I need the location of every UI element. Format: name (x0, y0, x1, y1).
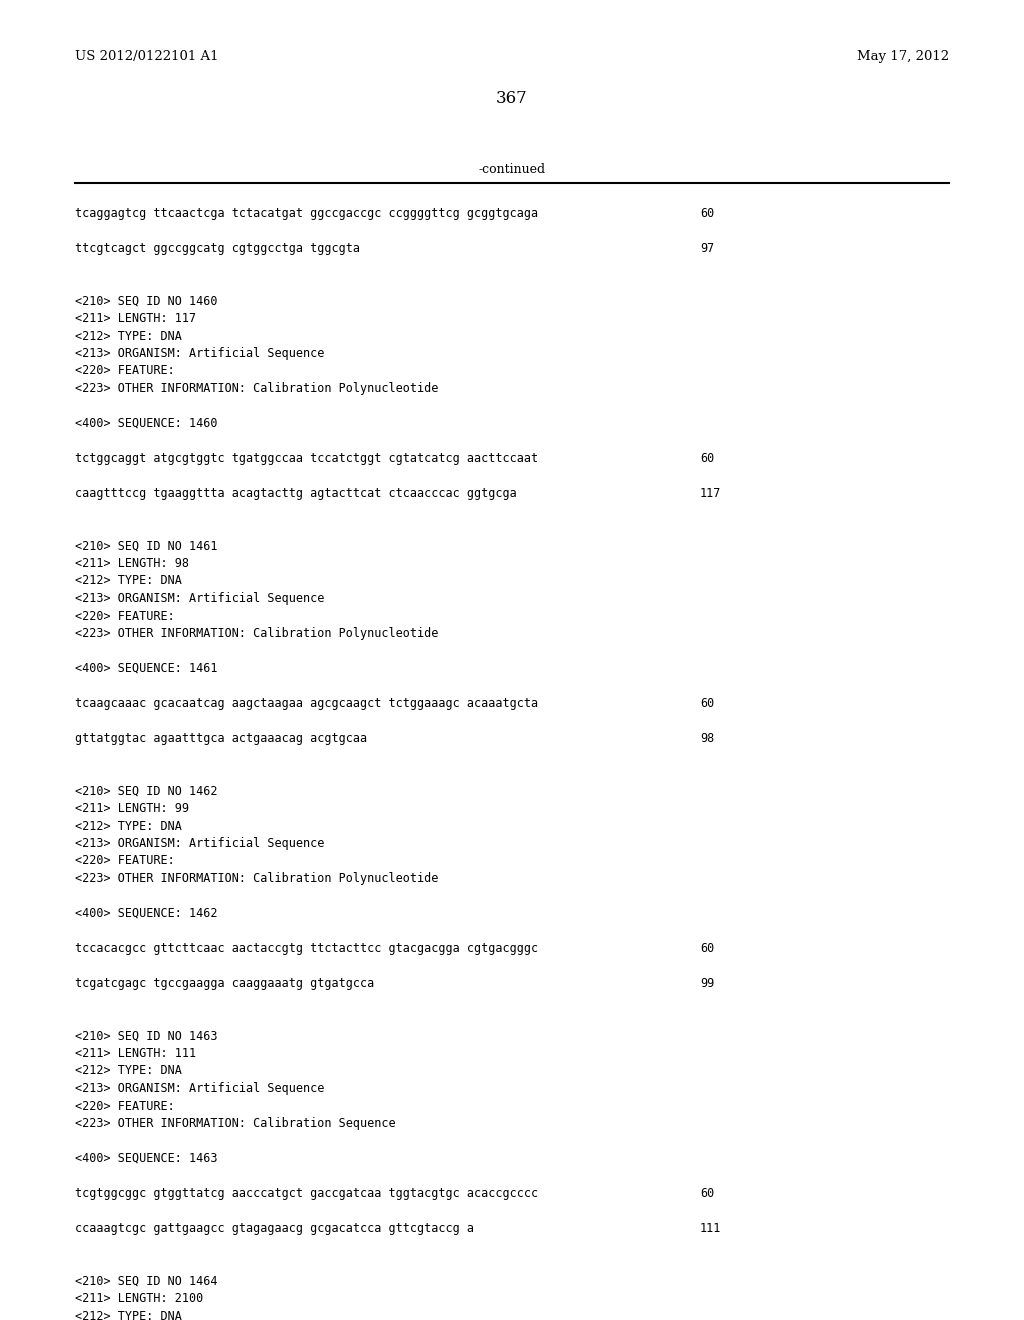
Text: <213> ORGANISM: Artificial Sequence: <213> ORGANISM: Artificial Sequence (75, 347, 325, 360)
Text: gttatggtac agaatttgca actgaaacag acgtgcaa: gttatggtac agaatttgca actgaaacag acgtgca… (75, 733, 368, 744)
Text: <223> OTHER INFORMATION: Calibration Polynucleotide: <223> OTHER INFORMATION: Calibration Pol… (75, 627, 438, 640)
Text: 117: 117 (700, 487, 721, 500)
Text: <212> TYPE: DNA: <212> TYPE: DNA (75, 1064, 182, 1077)
Text: <212> TYPE: DNA: <212> TYPE: DNA (75, 330, 182, 342)
Text: <223> OTHER INFORMATION: Calibration Sequence: <223> OTHER INFORMATION: Calibration Seq… (75, 1117, 395, 1130)
Text: 60: 60 (700, 451, 715, 465)
Text: 97: 97 (700, 242, 715, 255)
Text: tccacacgcc gttcttcaac aactaccgtg ttctacttcc gtacgacgga cgtgacgggc: tccacacgcc gttcttcaac aactaccgtg ttctact… (75, 942, 539, 954)
Text: 367: 367 (496, 90, 528, 107)
Text: <213> ORGANISM: Artificial Sequence: <213> ORGANISM: Artificial Sequence (75, 1082, 325, 1096)
Text: <211> LENGTH: 99: <211> LENGTH: 99 (75, 803, 189, 814)
Text: <220> FEATURE:: <220> FEATURE: (75, 1100, 175, 1113)
Text: -continued: -continued (478, 162, 546, 176)
Text: <211> LENGTH: 2100: <211> LENGTH: 2100 (75, 1292, 203, 1305)
Text: <220> FEATURE:: <220> FEATURE: (75, 610, 175, 623)
Text: 99: 99 (700, 977, 715, 990)
Text: <213> ORGANISM: Artificial Sequence: <213> ORGANISM: Artificial Sequence (75, 591, 325, 605)
Text: 60: 60 (700, 942, 715, 954)
Text: <223> OTHER INFORMATION: Calibration Polynucleotide: <223> OTHER INFORMATION: Calibration Pol… (75, 381, 438, 395)
Text: <213> ORGANISM: Artificial Sequence: <213> ORGANISM: Artificial Sequence (75, 837, 325, 850)
Text: 60: 60 (700, 697, 715, 710)
Text: <400> SEQUENCE: 1460: <400> SEQUENCE: 1460 (75, 417, 217, 430)
Text: 98: 98 (700, 733, 715, 744)
Text: <211> LENGTH: 117: <211> LENGTH: 117 (75, 312, 197, 325)
Text: <210> SEQ ID NO 1463: <210> SEQ ID NO 1463 (75, 1030, 217, 1043)
Text: <210> SEQ ID NO 1462: <210> SEQ ID NO 1462 (75, 784, 217, 797)
Text: <212> TYPE: DNA: <212> TYPE: DNA (75, 1309, 182, 1320)
Text: <400> SEQUENCE: 1461: <400> SEQUENCE: 1461 (75, 663, 217, 675)
Text: May 17, 2012: May 17, 2012 (857, 50, 949, 63)
Text: <400> SEQUENCE: 1463: <400> SEQUENCE: 1463 (75, 1152, 217, 1166)
Text: 60: 60 (700, 207, 715, 220)
Text: tcgatcgagc tgccgaagga caaggaaatg gtgatgcca: tcgatcgagc tgccgaagga caaggaaatg gtgatgc… (75, 977, 374, 990)
Text: US 2012/0122101 A1: US 2012/0122101 A1 (75, 50, 218, 63)
Text: 60: 60 (700, 1187, 715, 1200)
Text: <211> LENGTH: 111: <211> LENGTH: 111 (75, 1047, 197, 1060)
Text: tcaagcaaac gcacaatcag aagctaagaa agcgcaagct tctggaaagc acaaatgcta: tcaagcaaac gcacaatcag aagctaagaa agcgcaa… (75, 697, 539, 710)
Text: tctggcaggt atgcgtggtc tgatggccaa tccatctggt cgtatcatcg aacttccaat: tctggcaggt atgcgtggtc tgatggccaa tccatct… (75, 451, 539, 465)
Text: <400> SEQUENCE: 1462: <400> SEQUENCE: 1462 (75, 907, 217, 920)
Text: tcgtggcggc gtggttatcg aacccatgct gaccgatcaa tggtacgtgc acaccgcccc: tcgtggcggc gtggttatcg aacccatgct gaccgat… (75, 1187, 539, 1200)
Text: <220> FEATURE:: <220> FEATURE: (75, 854, 175, 867)
Text: <210> SEQ ID NO 1464: <210> SEQ ID NO 1464 (75, 1275, 217, 1287)
Text: ttcgtcagct ggccggcatg cgtggcctga tggcgta: ttcgtcagct ggccggcatg cgtggcctga tggcgta (75, 242, 360, 255)
Text: <211> LENGTH: 98: <211> LENGTH: 98 (75, 557, 189, 570)
Text: <210> SEQ ID NO 1460: <210> SEQ ID NO 1460 (75, 294, 217, 308)
Text: <212> TYPE: DNA: <212> TYPE: DNA (75, 820, 182, 833)
Text: <210> SEQ ID NO 1461: <210> SEQ ID NO 1461 (75, 540, 217, 553)
Text: caagtttccg tgaaggttta acagtacttg agtacttcat ctcaacccac ggtgcga: caagtttccg tgaaggttta acagtacttg agtactt… (75, 487, 517, 500)
Text: tcaggagtcg ttcaactcga tctacatgat ggccgaccgc ccggggttcg gcggtgcaga: tcaggagtcg ttcaactcga tctacatgat ggccgac… (75, 207, 539, 220)
Text: <212> TYPE: DNA: <212> TYPE: DNA (75, 574, 182, 587)
Text: <220> FEATURE:: <220> FEATURE: (75, 364, 175, 378)
Text: 111: 111 (700, 1222, 721, 1236)
Text: ccaaagtcgc gattgaagcc gtagagaacg gcgacatcca gttcgtaccg a: ccaaagtcgc gattgaagcc gtagagaacg gcgacat… (75, 1222, 474, 1236)
Text: <223> OTHER INFORMATION: Calibration Polynucleotide: <223> OTHER INFORMATION: Calibration Pol… (75, 873, 438, 884)
